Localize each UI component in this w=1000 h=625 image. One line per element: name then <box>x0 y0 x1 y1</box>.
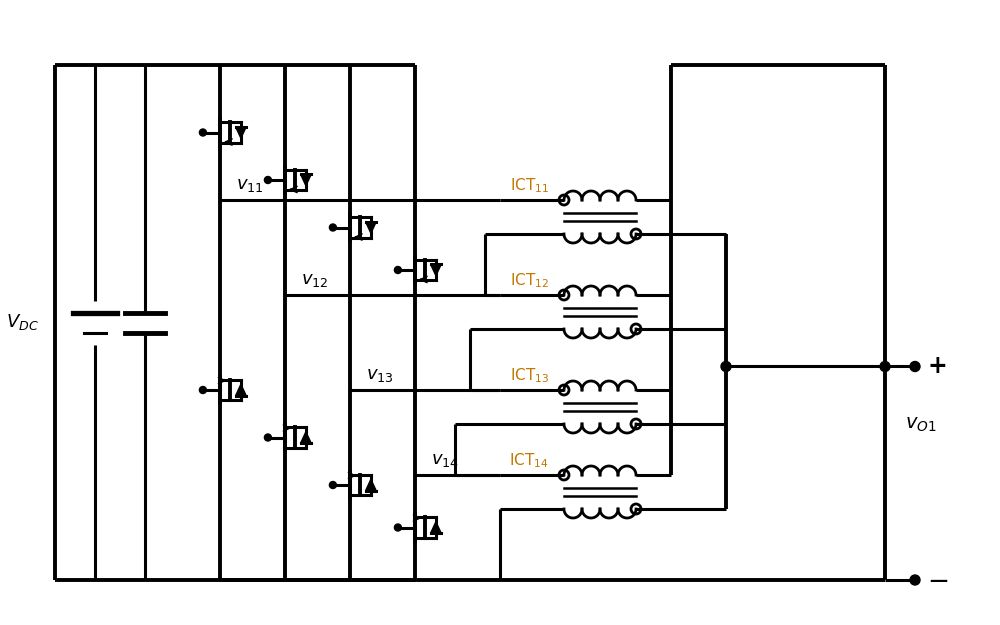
Polygon shape <box>236 127 246 138</box>
Circle shape <box>264 434 271 441</box>
Text: $-$: $-$ <box>927 567 948 593</box>
Text: ICT$_{13}$: ICT$_{13}$ <box>510 366 549 385</box>
Circle shape <box>394 266 401 274</box>
Circle shape <box>199 386 206 394</box>
Text: +: + <box>927 354 947 379</box>
Circle shape <box>910 575 920 585</box>
Polygon shape <box>301 432 311 443</box>
Polygon shape <box>431 264 441 276</box>
Text: ICT$_{14}$: ICT$_{14}$ <box>509 451 549 470</box>
Polygon shape <box>301 174 311 186</box>
Polygon shape <box>236 384 246 396</box>
Text: ICT$_{12}$: ICT$_{12}$ <box>510 271 549 290</box>
Text: $v_{11}$: $v_{11}$ <box>236 176 264 194</box>
Circle shape <box>394 524 401 531</box>
Text: $v_{O1}$: $v_{O1}$ <box>905 416 937 434</box>
Circle shape <box>199 129 206 136</box>
Circle shape <box>721 361 731 371</box>
Text: $V_{DC}$: $V_{DC}$ <box>6 312 38 332</box>
Circle shape <box>329 224 336 231</box>
Circle shape <box>264 176 271 184</box>
Text: $v_{13}$: $v_{13}$ <box>366 366 394 384</box>
Text: $v_{14}$: $v_{14}$ <box>431 451 459 469</box>
Text: $v_{12}$: $v_{12}$ <box>301 271 328 289</box>
Polygon shape <box>366 222 376 233</box>
Text: ICT$_{11}$: ICT$_{11}$ <box>510 176 549 195</box>
Polygon shape <box>366 479 376 491</box>
Circle shape <box>910 361 920 371</box>
Circle shape <box>329 481 336 489</box>
Polygon shape <box>431 522 441 533</box>
Circle shape <box>880 361 890 371</box>
